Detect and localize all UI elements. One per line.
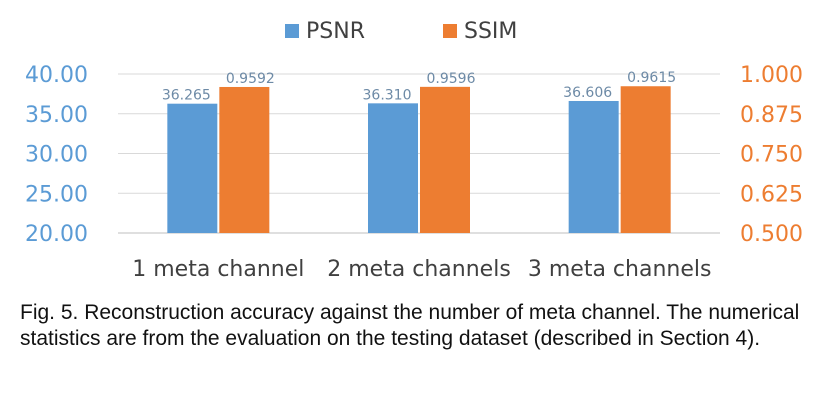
psnr-bar xyxy=(568,100,619,233)
dual-axis-bar-chart: 36.265 0.9592 36.310 0.9596 36.606 0.9615 20.… xyxy=(25,19,803,282)
left-tick-label: 40.00 xyxy=(25,63,88,88)
left-axis-ticks: 20.00 25.00 30.00 35.00 40.00 xyxy=(25,63,88,247)
ssim-data-label: 0.9615 xyxy=(627,70,676,86)
left-tick-label: 30.00 xyxy=(25,143,88,168)
right-tick-label: 0.875 xyxy=(740,103,803,128)
ssim-bar xyxy=(620,86,671,233)
x-axis-tick-labels: 1 meta channel 2 meta channels 3 meta chan… xyxy=(132,257,711,282)
ssim-bar xyxy=(219,86,270,234)
x-tick-label: 1 meta channel xyxy=(132,257,304,282)
caption-text: Fig. 5. Reconstruction accuracy against … xyxy=(20,301,800,350)
x-tick-label: 3 meta channels xyxy=(528,257,712,282)
legend: PSNR SSIM xyxy=(285,19,517,44)
left-tick-label: 25.00 xyxy=(25,182,88,207)
figure-caption: Fig. 5. Reconstruction accuracy against … xyxy=(20,300,810,352)
psnr-data-label: 36.310 xyxy=(363,87,412,103)
gridlines xyxy=(118,73,720,234)
psnr-bar xyxy=(167,103,218,233)
left-tick-label: 35.00 xyxy=(25,103,88,128)
right-axis-ticks: 0.500 0.625 0.750 0.875 1.000 xyxy=(740,63,803,247)
ssim-bar xyxy=(420,86,470,233)
psnr-legend-label: PSNR xyxy=(306,19,365,44)
bars xyxy=(167,86,671,234)
ssim-legend-label: SSIM xyxy=(464,19,517,44)
right-tick-label: 0.625 xyxy=(740,182,803,207)
data-labels: 36.265 0.9592 36.310 0.9596 36.606 0.9615 xyxy=(162,70,676,103)
psnr-data-label: 36.606 xyxy=(563,85,612,101)
psnr-legend-swatch xyxy=(285,24,299,38)
x-tick-label: 2 meta channels xyxy=(327,257,511,282)
ssim-data-label: 0.9596 xyxy=(427,71,476,87)
left-tick-label: 20.00 xyxy=(25,222,88,247)
ssim-legend-swatch xyxy=(443,24,457,38)
ssim-data-label: 0.9592 xyxy=(226,71,275,87)
right-tick-label: 0.500 xyxy=(740,222,803,247)
right-tick-label: 0.750 xyxy=(740,143,803,168)
psnr-bar xyxy=(368,103,418,233)
right-tick-label: 1.000 xyxy=(740,63,803,88)
psnr-data-label: 36.265 xyxy=(162,88,211,104)
